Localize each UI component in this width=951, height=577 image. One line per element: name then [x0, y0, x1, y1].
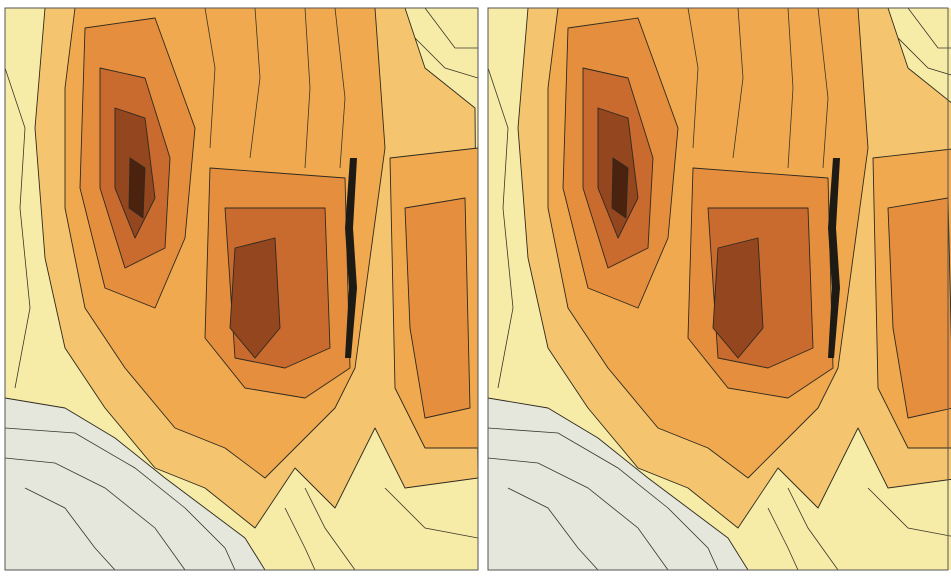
page — [0, 0, 951, 577]
contour-map-right — [488, 8, 951, 570]
image — [0, 0, 951, 577]
contour-map-left — [5, 8, 478, 570]
